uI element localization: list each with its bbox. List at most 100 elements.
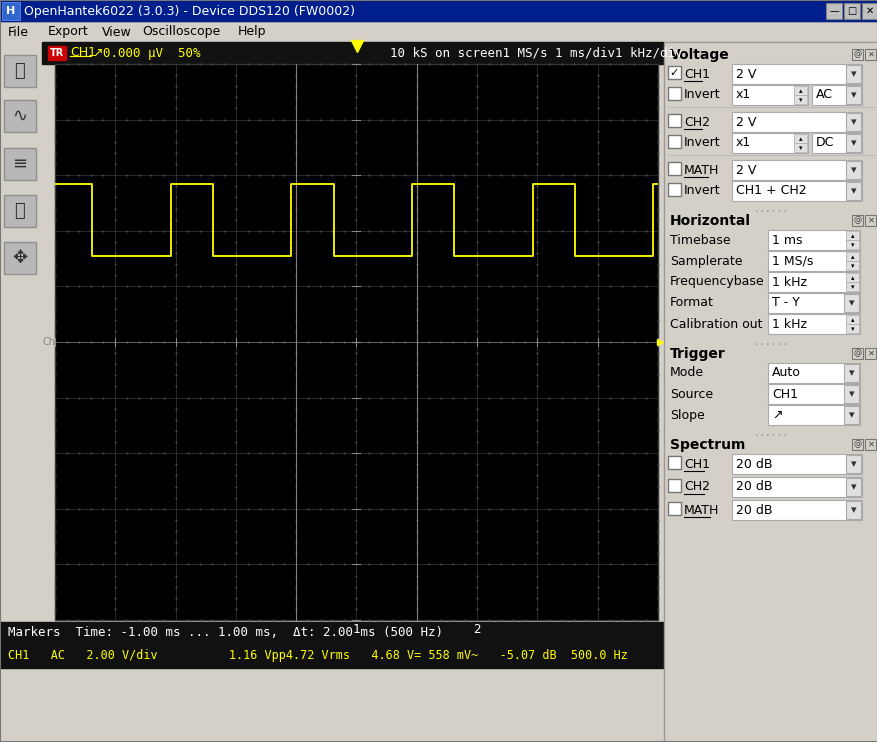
Bar xyxy=(0,622,663,644)
Bar xyxy=(731,160,861,180)
Bar xyxy=(845,231,858,240)
Bar xyxy=(2,2,20,20)
Text: ▾: ▾ xyxy=(850,90,856,100)
Text: Help: Help xyxy=(238,25,267,39)
Text: Markers  Time: -1.00 ms ... 1.00 ms,  Δt: 2.00 ms (500 Hz): Markers Time: -1.00 ms ... 1.00 ms, Δt: … xyxy=(8,626,443,640)
Text: ▾: ▾ xyxy=(851,242,854,248)
Bar xyxy=(767,384,859,404)
Bar xyxy=(845,65,860,83)
Text: ▾: ▾ xyxy=(848,389,854,399)
Text: TR: TR xyxy=(50,48,64,58)
Bar xyxy=(843,364,858,382)
Bar xyxy=(845,161,860,179)
Bar xyxy=(667,162,681,175)
Text: 1 kHz: 1 kHz xyxy=(771,318,806,330)
Bar xyxy=(731,133,807,153)
Bar xyxy=(48,46,66,60)
Text: ▾: ▾ xyxy=(848,298,854,308)
Text: 2 V: 2 V xyxy=(735,116,755,128)
Text: File: File xyxy=(8,25,29,39)
Bar xyxy=(731,64,861,84)
Bar xyxy=(4,148,36,180)
Text: ▾: ▾ xyxy=(850,69,856,79)
Bar xyxy=(0,42,42,668)
Bar xyxy=(731,181,861,201)
Text: ▴: ▴ xyxy=(798,136,802,142)
Text: AC: AC xyxy=(815,88,832,102)
Text: Spectrum: Spectrum xyxy=(669,438,745,452)
Bar xyxy=(845,240,858,249)
Text: @: @ xyxy=(852,50,861,59)
Bar xyxy=(667,456,681,469)
Bar xyxy=(845,501,860,519)
Bar xyxy=(845,182,860,200)
Bar xyxy=(667,87,681,100)
Text: ▾: ▾ xyxy=(850,505,856,515)
Text: ✓: ✓ xyxy=(668,68,678,78)
Text: 20 dB: 20 dB xyxy=(735,504,772,516)
Text: ✥: ✥ xyxy=(12,249,27,267)
Text: CH1 + CH2: CH1 + CH2 xyxy=(735,185,806,197)
Text: 20 dB: 20 dB xyxy=(735,481,772,493)
Text: ▾: ▾ xyxy=(851,284,854,290)
Text: ▾: ▾ xyxy=(850,138,856,148)
Bar xyxy=(845,478,860,496)
Text: @: @ xyxy=(852,439,861,448)
Bar xyxy=(767,272,859,292)
Text: Voltage: Voltage xyxy=(669,48,729,62)
Bar xyxy=(667,114,681,127)
Text: Timebase: Timebase xyxy=(669,234,730,246)
Bar xyxy=(845,113,860,131)
Text: 10 kS on screen1 MS/s 1 ms/div1 kHz/div: 10 kS on screen1 MS/s 1 ms/div1 kHz/div xyxy=(389,47,681,59)
Text: View: View xyxy=(102,25,132,39)
Bar xyxy=(861,3,877,19)
Text: OpenHantek6022 (3.0.3) - Device DDS120 (FW0002): OpenHantek6022 (3.0.3) - Device DDS120 (… xyxy=(24,4,354,18)
Text: ▴: ▴ xyxy=(851,254,854,260)
Bar xyxy=(663,42,877,742)
Text: 20 dB: 20 dB xyxy=(735,458,772,470)
Text: MATH: MATH xyxy=(683,163,718,177)
Text: H: H xyxy=(6,6,16,16)
Bar xyxy=(767,230,859,250)
Bar xyxy=(55,64,657,620)
Bar xyxy=(845,282,858,291)
Bar xyxy=(731,85,807,105)
Text: ▾: ▾ xyxy=(851,263,854,269)
Text: ▴: ▴ xyxy=(798,88,802,94)
Bar xyxy=(845,455,860,473)
Text: Horizontal: Horizontal xyxy=(669,214,750,228)
Bar xyxy=(843,294,858,312)
Text: 🔍: 🔍 xyxy=(15,202,25,220)
Bar xyxy=(731,477,861,497)
Text: CH1: CH1 xyxy=(771,387,797,401)
Bar xyxy=(843,385,858,403)
Bar xyxy=(667,135,681,148)
Text: Format: Format xyxy=(669,297,713,309)
Bar xyxy=(825,3,841,19)
Bar xyxy=(4,242,36,274)
Text: CH2: CH2 xyxy=(683,116,709,128)
Bar xyxy=(42,42,663,64)
Bar xyxy=(767,251,859,271)
Bar xyxy=(845,86,860,104)
Text: @: @ xyxy=(852,349,861,358)
Text: 1 ms: 1 ms xyxy=(771,234,802,246)
Text: ▾: ▾ xyxy=(851,326,854,332)
Text: 2: 2 xyxy=(473,623,481,636)
Text: Calibration out: Calibration out xyxy=(669,318,761,330)
Text: ✕: ✕ xyxy=(866,50,873,59)
Bar xyxy=(793,143,806,152)
Text: @: @ xyxy=(852,215,861,225)
Bar xyxy=(667,479,681,492)
Text: ✕: ✕ xyxy=(866,349,873,358)
Text: x1: x1 xyxy=(735,137,751,149)
Text: ▾: ▾ xyxy=(848,368,854,378)
Text: Samplerate: Samplerate xyxy=(669,255,742,268)
Text: ≡: ≡ xyxy=(12,155,27,173)
Text: Trigger: Trigger xyxy=(669,347,725,361)
Bar xyxy=(845,134,860,152)
Bar xyxy=(851,215,862,226)
Bar xyxy=(845,261,858,270)
Text: ▴: ▴ xyxy=(851,275,854,281)
Text: ▾: ▾ xyxy=(850,165,856,175)
